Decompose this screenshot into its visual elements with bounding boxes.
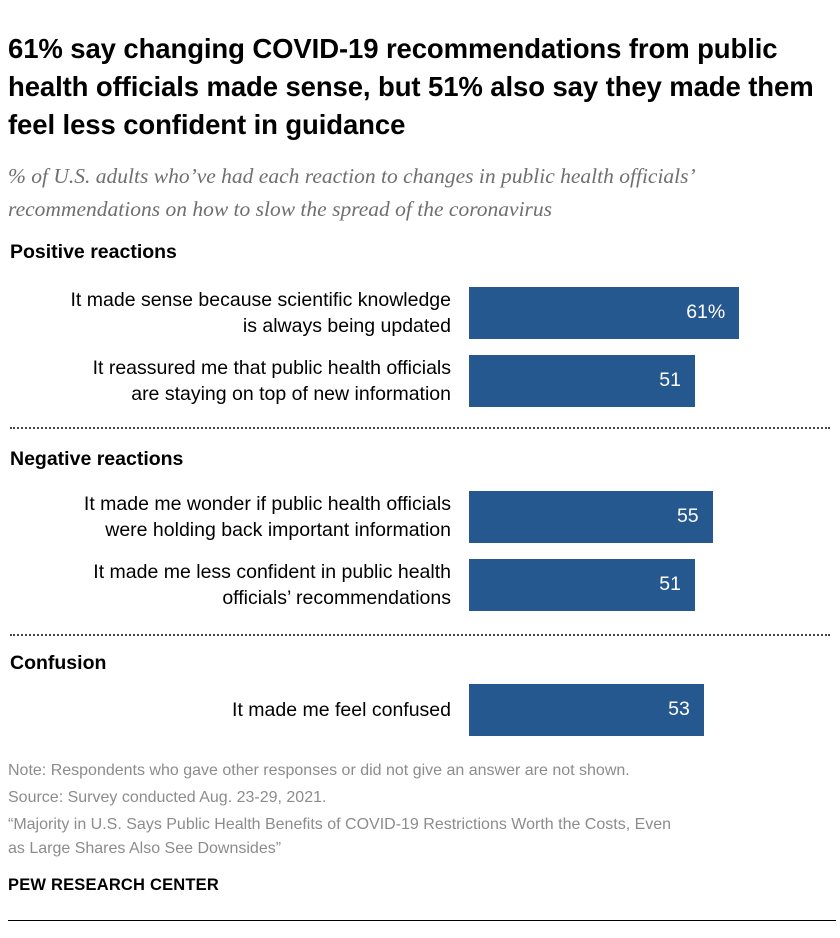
- category-label-line: are staying on top of new information: [131, 383, 451, 405]
- bar: [469, 684, 704, 736]
- chart-subtitle: % of U.S. adults who’ve had each reactio…: [8, 164, 694, 221]
- category-label-line: It made me wonder if public health offic…: [83, 493, 451, 515]
- source-text: Source: Survey conducted Aug. 23-29, 202…: [8, 789, 327, 806]
- category-label: It made me less confident in public heal…: [93, 559, 451, 611]
- bar: [469, 559, 695, 611]
- category-label-line: officials’ recommendations: [222, 587, 451, 609]
- brand-name: PEW RESEARCH CENTER: [8, 876, 219, 894]
- section-heading: Confusion: [10, 652, 107, 674]
- section-heading: Positive reactions: [10, 241, 177, 263]
- category-label-line: It made me less confident in public heal…: [93, 561, 451, 583]
- bottom-rule: [8, 920, 836, 921]
- category-label-line: It made sense because scientific knowled…: [70, 289, 451, 311]
- category-label-line: It reassured me that public health offic…: [92, 357, 451, 379]
- category-label-line: is always being updated: [242, 315, 451, 337]
- category-label: It reassured me that public health offic…: [93, 355, 451, 407]
- bar-value-label: 51: [659, 573, 681, 595]
- bar-value-label: 55: [676, 505, 699, 527]
- category-label: It made me wonder if public health offic…: [84, 491, 451, 543]
- note-text: Note: Respondents who gave other respons…: [8, 762, 630, 779]
- category-label: It made sense because scientific knowled…: [71, 287, 451, 339]
- section-divider: [10, 427, 830, 429]
- bar: [469, 355, 695, 407]
- category-label: It made me feel confused: [232, 697, 451, 723]
- bar: [469, 287, 740, 339]
- bar-value-label: 53: [668, 698, 690, 720]
- chart-title: 61% say changing COVID-19 recommendation…: [8, 33, 814, 140]
- category-label-line: were holding back important information: [105, 519, 451, 541]
- category-label-line: It made me feel confused: [232, 699, 451, 721]
- bar-value-label: 61%: [686, 301, 726, 323]
- report-title-line-2: as Large Shares Also See Downsides”: [8, 840, 282, 857]
- section-divider: [10, 634, 830, 636]
- section-heading: Negative reactions: [10, 448, 184, 470]
- bar: [469, 491, 713, 543]
- report-title-line-1: “Majority in U.S. Says Public Health Ben…: [8, 816, 672, 833]
- bar-value-label: 51: [659, 369, 681, 391]
